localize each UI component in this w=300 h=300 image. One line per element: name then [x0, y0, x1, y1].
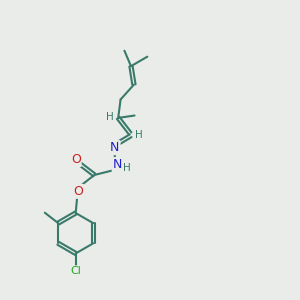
Text: Cl: Cl [70, 266, 81, 276]
Text: H: H [106, 112, 114, 122]
Text: O: O [71, 153, 81, 166]
Text: H: H [123, 163, 131, 173]
Text: H: H [135, 130, 143, 140]
Text: O: O [73, 185, 83, 198]
Text: N: N [110, 141, 120, 154]
Text: N: N [112, 158, 122, 171]
